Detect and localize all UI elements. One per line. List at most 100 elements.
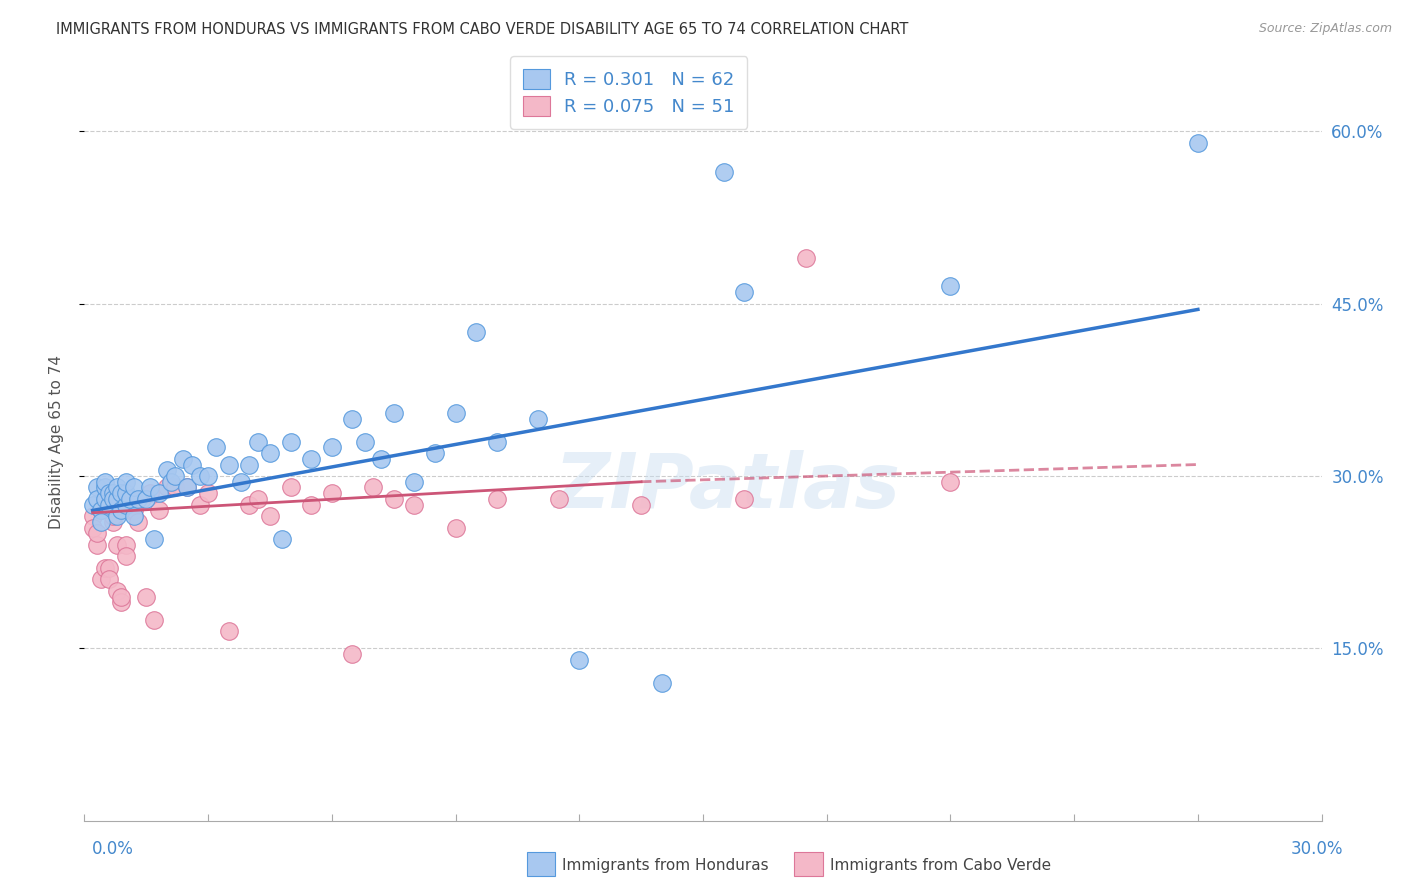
Text: Immigrants from Honduras: Immigrants from Honduras bbox=[562, 858, 769, 872]
Text: IMMIGRANTS FROM HONDURAS VS IMMIGRANTS FROM CABO VERDE DISABILITY AGE 65 TO 74 C: IMMIGRANTS FROM HONDURAS VS IMMIGRANTS F… bbox=[56, 22, 908, 37]
Point bbox=[103, 509, 125, 524]
Point bbox=[733, 491, 755, 506]
Point bbox=[246, 491, 269, 506]
Point bbox=[794, 251, 817, 265]
Point bbox=[114, 498, 136, 512]
Point bbox=[156, 463, 179, 477]
Point bbox=[103, 491, 125, 506]
Text: Source: ZipAtlas.com: Source: ZipAtlas.com bbox=[1258, 22, 1392, 36]
Point bbox=[148, 503, 170, 517]
Text: ZIPatlas: ZIPatlas bbox=[555, 450, 901, 524]
Point bbox=[118, 491, 141, 506]
Point bbox=[713, 164, 735, 178]
Point bbox=[148, 486, 170, 500]
Point bbox=[939, 279, 962, 293]
Point bbox=[139, 481, 162, 495]
Point bbox=[259, 446, 281, 460]
Point bbox=[98, 573, 121, 587]
Point bbox=[110, 486, 132, 500]
Point bbox=[86, 526, 108, 541]
Point bbox=[180, 458, 202, 472]
Point bbox=[105, 491, 128, 506]
Point bbox=[86, 491, 108, 506]
Point bbox=[404, 475, 426, 489]
Point bbox=[90, 503, 112, 517]
Text: Immigrants from Cabo Verde: Immigrants from Cabo Verde bbox=[830, 858, 1050, 872]
Point bbox=[259, 509, 281, 524]
Point bbox=[382, 491, 405, 506]
Point bbox=[94, 491, 117, 506]
Point bbox=[485, 491, 508, 506]
Point bbox=[122, 509, 145, 524]
Point bbox=[94, 561, 117, 575]
Point bbox=[127, 491, 149, 506]
Point bbox=[444, 521, 467, 535]
Text: 0.0%: 0.0% bbox=[91, 840, 134, 858]
Point bbox=[651, 675, 673, 690]
Point bbox=[353, 434, 375, 449]
Point bbox=[131, 491, 153, 506]
Point bbox=[90, 503, 112, 517]
Point bbox=[103, 515, 125, 529]
Point bbox=[165, 481, 187, 495]
Point bbox=[122, 481, 145, 495]
Point bbox=[370, 451, 392, 466]
Point bbox=[299, 498, 322, 512]
Point bbox=[90, 573, 112, 587]
Point bbox=[98, 561, 121, 575]
Point bbox=[143, 613, 166, 627]
Point bbox=[110, 590, 132, 604]
Point bbox=[321, 440, 343, 454]
Point bbox=[105, 481, 128, 495]
Point bbox=[423, 446, 446, 460]
Point bbox=[114, 549, 136, 564]
Point bbox=[465, 326, 488, 340]
Point bbox=[218, 458, 240, 472]
Point bbox=[280, 434, 302, 449]
Point bbox=[118, 503, 141, 517]
Point bbox=[82, 509, 104, 524]
Point bbox=[238, 458, 260, 472]
Point bbox=[299, 451, 322, 466]
Point bbox=[568, 653, 591, 667]
Point bbox=[165, 469, 187, 483]
Point bbox=[118, 498, 141, 512]
Point bbox=[238, 498, 260, 512]
Point bbox=[127, 515, 149, 529]
Point bbox=[114, 538, 136, 552]
Point bbox=[197, 486, 219, 500]
Point bbox=[90, 515, 112, 529]
Point bbox=[939, 475, 962, 489]
Point bbox=[547, 491, 569, 506]
Point bbox=[94, 475, 117, 489]
Point bbox=[527, 411, 550, 425]
Point bbox=[160, 475, 183, 489]
Point bbox=[188, 498, 211, 512]
Point bbox=[105, 538, 128, 552]
Point bbox=[280, 481, 302, 495]
Point bbox=[94, 481, 117, 495]
Point bbox=[86, 538, 108, 552]
Point bbox=[246, 434, 269, 449]
Y-axis label: Disability Age 65 to 74: Disability Age 65 to 74 bbox=[49, 354, 63, 529]
Point bbox=[176, 481, 198, 495]
Point bbox=[342, 411, 364, 425]
Point bbox=[86, 481, 108, 495]
Point bbox=[135, 491, 157, 506]
Point bbox=[271, 532, 294, 546]
Point bbox=[82, 521, 104, 535]
Point bbox=[122, 503, 145, 517]
Point bbox=[1187, 136, 1209, 150]
Point bbox=[110, 595, 132, 609]
Point bbox=[229, 475, 252, 489]
Point bbox=[176, 481, 198, 495]
Point bbox=[197, 469, 219, 483]
Point bbox=[94, 491, 117, 506]
Text: 30.0%: 30.0% bbox=[1291, 840, 1343, 858]
Point bbox=[205, 440, 228, 454]
Point bbox=[135, 590, 157, 604]
Point bbox=[404, 498, 426, 512]
Point bbox=[630, 498, 652, 512]
Legend: R = 0.301   N = 62, R = 0.075   N = 51: R = 0.301 N = 62, R = 0.075 N = 51 bbox=[510, 56, 748, 128]
Point bbox=[110, 503, 132, 517]
